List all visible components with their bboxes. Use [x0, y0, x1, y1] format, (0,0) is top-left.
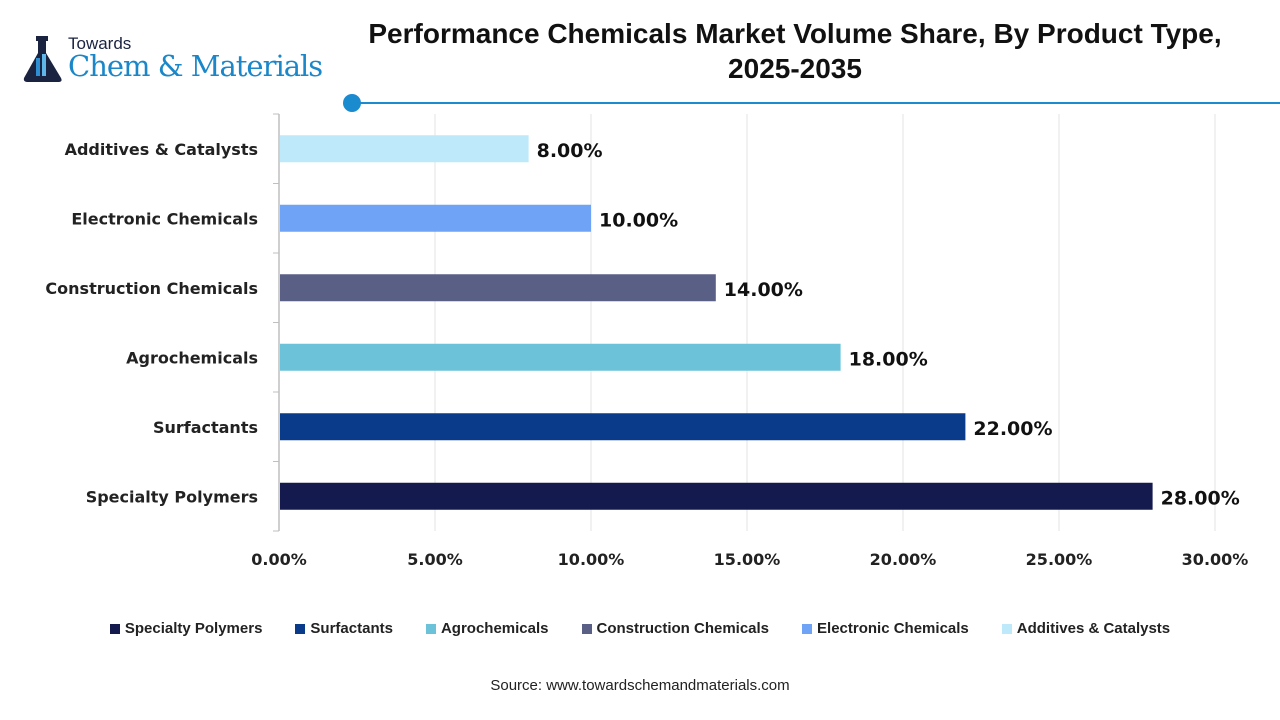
bar: [280, 343, 841, 371]
legend-item: Electronic Chemicals: [802, 620, 969, 637]
x-tick-label: 30.00%: [1182, 550, 1249, 569]
legend-label: Additives & Catalysts: [1016, 620, 1171, 637]
x-tick-label: 25.00%: [1026, 550, 1093, 569]
y-category-label: Additives & Catalysts: [65, 140, 258, 159]
legend-item: Additives & Catalysts: [1001, 620, 1171, 637]
y-category-label: Construction Chemicals: [45, 279, 258, 298]
legend-swatch: [581, 623, 592, 634]
data-label: 14.00%: [724, 279, 803, 301]
legend-swatch: [425, 623, 436, 634]
x-tick-label: 10.00%: [558, 550, 625, 569]
legend-label: Electronic Chemicals: [817, 620, 969, 637]
legend-swatch: [109, 623, 120, 634]
x-tick-label: 0.00%: [251, 550, 307, 569]
data-label: 22.00%: [973, 418, 1052, 440]
legend-item: Construction Chemicals: [581, 620, 770, 637]
bar: [280, 135, 529, 163]
legend-swatch: [1001, 623, 1012, 634]
legend-item: Surfactants: [295, 620, 393, 637]
bar: [280, 482, 1153, 510]
data-label: 28.00%: [1161, 487, 1240, 509]
legend-label: Specialty Polymers: [124, 620, 263, 637]
chart-title: Performance Chemicals Market Volume Shar…: [368, 18, 1222, 84]
legend-label: Construction Chemicals: [596, 620, 770, 637]
header-dot: [343, 94, 361, 112]
bar: [280, 413, 966, 441]
x-tick-label: 20.00%: [870, 550, 937, 569]
flask-icon: [23, 36, 62, 82]
data-label: 10.00%: [599, 209, 678, 231]
data-label: 18.00%: [849, 348, 928, 370]
legend-label: Surfactants: [310, 620, 393, 637]
data-label: 8.00%: [537, 140, 603, 162]
legend-label: Agrochemicals: [440, 620, 549, 637]
bar-chart: 0.00% 5.00% 10.00% 15.00% 20.00% 25.00% 30.00%…: [45, 113, 1249, 569]
logo-line1: Towards: [68, 34, 132, 53]
bar: [280, 274, 716, 302]
y-category-label: Surfactants: [153, 418, 258, 437]
header-divider: [352, 102, 1280, 104]
y-category-label: Electronic Chemicals: [71, 209, 258, 228]
legend: Specialty Polymers Surfactants Agrochemica…: [0, 620, 1280, 637]
legend-item: Specialty Polymers: [109, 620, 263, 637]
legend-swatch: [802, 623, 813, 634]
x-tick-label: 5.00%: [407, 550, 463, 569]
y-category-label: Specialty Polymers: [86, 487, 258, 506]
logo: Towards Chem & Materials: [22, 34, 342, 86]
y-category-label: Agrochemicals: [126, 348, 258, 367]
legend-item: Agrochemicals: [425, 620, 549, 637]
logo-line2: Chem & Materials: [68, 49, 323, 83]
bar: [280, 204, 591, 232]
source-note: Source: www.towardschemandmaterials.com: [490, 677, 790, 694]
x-tick-label: 15.00%: [714, 550, 781, 569]
legend-swatch: [295, 623, 306, 634]
